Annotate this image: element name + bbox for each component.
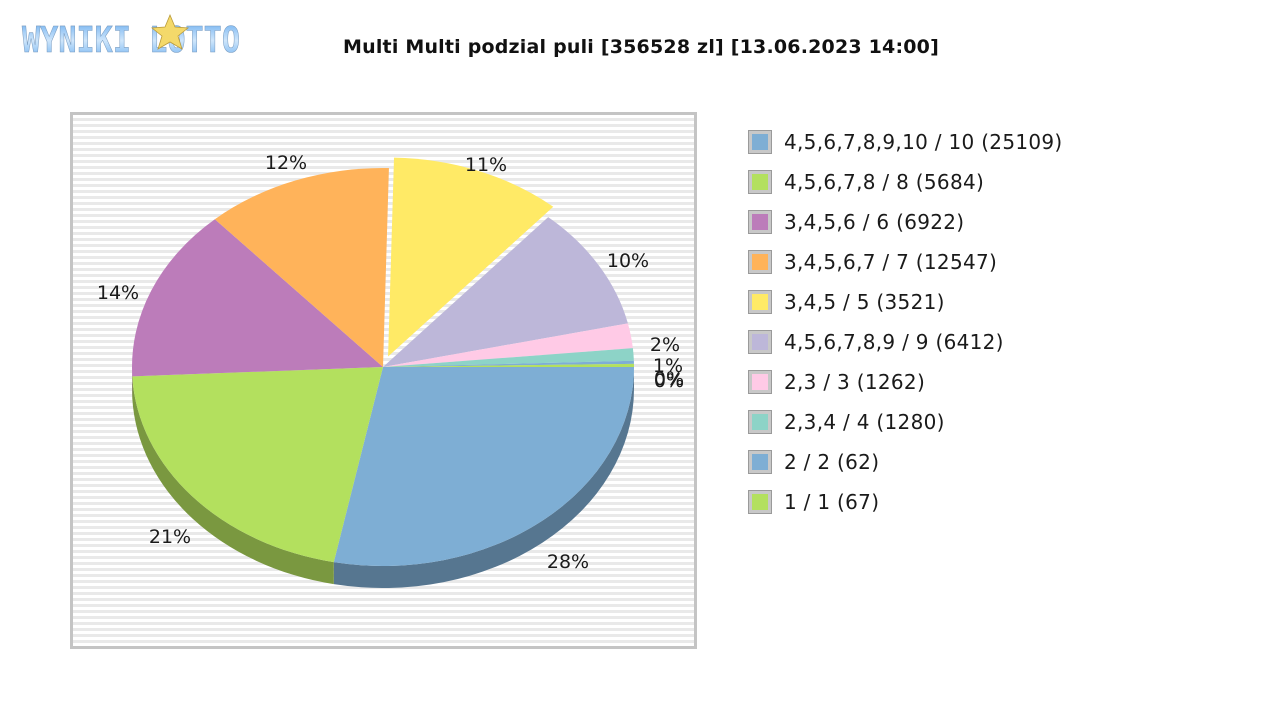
pie-slice <box>132 219 383 377</box>
slice-percent-label: 12% <box>265 152 307 174</box>
legend-swatch <box>748 130 772 154</box>
slice-percent-label: 21% <box>149 526 191 548</box>
slice-percent-label: 11% <box>465 154 507 176</box>
legend-label: 4,5,6,7,8,9,10 / 10 (25109) <box>784 130 1063 154</box>
legend-item: 1 / 1 (67) <box>748 482 1063 522</box>
slice-percent-label: 28% <box>547 551 589 573</box>
pie-slice <box>132 367 383 563</box>
legend-swatch <box>748 450 772 474</box>
legend-label: 4,5,6,7,8,9 / 9 (6412) <box>784 330 1004 354</box>
legend-swatch <box>748 250 772 274</box>
legend-label: 2,3 / 3 (1262) <box>784 370 926 394</box>
pie-slice <box>383 360 634 367</box>
slice-percent-label: 0% <box>654 370 684 392</box>
legend-label: 3,4,5 / 5 (3521) <box>784 290 945 314</box>
pie-slice <box>214 168 389 367</box>
logo-text: WYNIKI LOTTO <box>22 20 240 58</box>
pie-slice <box>383 323 633 367</box>
pie-slice-side <box>333 367 634 589</box>
slice-percent-label: 14% <box>97 282 139 304</box>
chart-title: Multi Multi podzial puli [356528 zl] [13… <box>342 36 939 58</box>
star-icon <box>150 13 190 50</box>
legend-label: 2,3,4 / 4 (1280) <box>784 410 945 434</box>
pie-slice-side <box>132 376 334 585</box>
pie-slice <box>383 348 634 367</box>
legend-label: 3,4,5,6 / 6 (6922) <box>784 210 965 234</box>
legend-item: 3,4,5,6 / 6 (6922) <box>748 202 1063 242</box>
legend-swatch <box>748 370 772 394</box>
legend-label: 4,5,6,7,8 / 8 (5684) <box>784 170 985 194</box>
legend-label: 1 / 1 (67) <box>784 490 880 514</box>
pie-slice <box>333 367 634 567</box>
legend-item: 2 / 2 (62) <box>748 442 1063 482</box>
legend: 4,5,6,7,8,9,10 / 10 (25109) 4,5,6,7,8 / … <box>748 122 1063 522</box>
legend-item: 4,5,6,7,8 / 8 (5684) <box>748 162 1063 202</box>
legend-swatch <box>748 170 772 194</box>
legend-item: 2,3 / 3 (1262) <box>748 362 1063 402</box>
wyniki-lotto-logo: WYNIKI LOTTO <box>22 13 240 58</box>
legend-label: 2 / 2 (62) <box>784 450 880 474</box>
legend-item: 3,4,5 / 5 (3521) <box>748 282 1063 322</box>
legend-swatch <box>748 410 772 434</box>
legend-swatch <box>748 490 772 514</box>
pie-slice <box>388 157 554 357</box>
pie-slice <box>383 363 634 367</box>
legend-swatch <box>748 330 772 354</box>
legend-label: 3,4,5,6,7 / 7 (12547) <box>784 250 998 274</box>
legend-item: 4,5,6,7,8,9 / 9 (6412) <box>748 322 1063 362</box>
legend-item: 3,4,5,6,7 / 7 (12547) <box>748 242 1063 282</box>
legend-item: 4,5,6,7,8,9,10 / 10 (25109) <box>748 122 1063 162</box>
slice-percent-label: 0% <box>654 368 684 390</box>
legend-item: 2,3,4 / 4 (1280) <box>748 402 1063 442</box>
pie-slice <box>383 217 628 367</box>
legend-swatch <box>748 210 772 234</box>
slice-percent-label: 1% <box>653 355 683 377</box>
legend-swatch <box>748 290 772 314</box>
slice-percent-label: 10% <box>607 250 649 272</box>
slice-percent-label: 2% <box>650 334 680 356</box>
